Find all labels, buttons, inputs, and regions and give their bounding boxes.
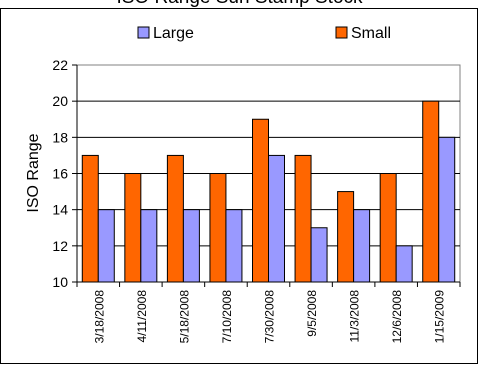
bar-small — [209, 173, 227, 283]
bar-large — [140, 209, 158, 283]
bar-large — [225, 209, 243, 283]
bar-small — [124, 173, 142, 283]
y-axis-label: ISO Range — [25, 133, 42, 212]
bar-large — [353, 209, 371, 283]
bar-small — [422, 100, 440, 283]
x-tick-label: 12/6/2008 — [390, 290, 404, 344]
x-tick-label: 11/3/2008 — [348, 290, 362, 343]
bar-small — [379, 173, 397, 283]
y-tick-label: 18 — [52, 129, 68, 145]
x-tick-label: 7/30/2008 — [263, 290, 277, 344]
bar-large — [310, 227, 328, 283]
bars — [81, 100, 456, 283]
bar-large — [438, 136, 456, 283]
y-tick-label: 20 — [52, 93, 68, 109]
x-axis: 3/18/2008 4/11/2008 5/18/2008 7/10/2008 7/30… — [76, 281, 461, 344]
x-tick-label: 1/15/2009 — [433, 290, 447, 344]
y-axis: 10 12 14 16 18 20 22 — [52, 57, 78, 290]
bar-large — [182, 209, 200, 283]
bar-large — [395, 245, 413, 283]
bar-small — [166, 154, 184, 283]
legend-label-small: Small — [351, 25, 391, 42]
bar-large — [97, 209, 115, 283]
x-tick-label: 5/18/2008 — [177, 290, 191, 344]
legend-swatch-large — [137, 26, 150, 39]
legend: Large Small — [137, 25, 391, 42]
legend-swatch-small — [335, 26, 348, 39]
y-tick-label: 22 — [52, 57, 68, 73]
y-tick-label: 12 — [52, 238, 68, 254]
bar-small — [252, 118, 269, 283]
legend-label-large: Large — [153, 25, 194, 42]
bar-small — [337, 191, 355, 283]
y-tick-label: 10 — [52, 274, 68, 290]
y-tick-label: 14 — [52, 202, 68, 218]
x-tick-label: 7/10/2008 — [220, 290, 234, 344]
bar-small — [81, 154, 99, 283]
bar-small — [294, 154, 312, 283]
y-tick-label: 16 — [52, 166, 68, 182]
x-tick-label: 3/18/2008 — [92, 290, 106, 344]
bar-large — [268, 154, 285, 283]
x-tick-label: 9/5/2008 — [305, 290, 319, 337]
chart-border — [0, 8, 478, 364]
chart-title: ISO Range Sun Stamp Stock — [0, 0, 479, 9]
x-tick-label: 4/11/2008 — [135, 290, 149, 343]
